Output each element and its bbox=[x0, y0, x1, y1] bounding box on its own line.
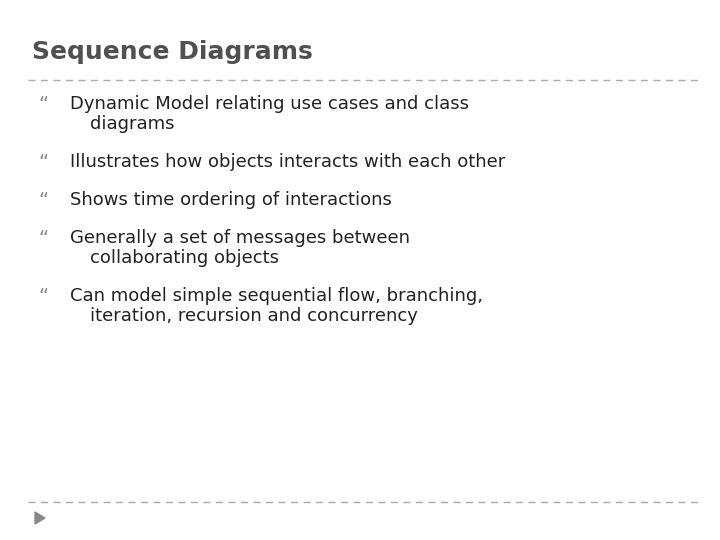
Text: Shows time ordering of interactions: Shows time ordering of interactions bbox=[70, 191, 392, 209]
Text: “: “ bbox=[38, 95, 48, 114]
Text: “: “ bbox=[38, 153, 48, 172]
Text: collaborating objects: collaborating objects bbox=[90, 249, 279, 267]
Text: “: “ bbox=[38, 191, 48, 210]
Text: diagrams: diagrams bbox=[90, 115, 174, 133]
Text: Illustrates how objects interacts with each other: Illustrates how objects interacts with e… bbox=[70, 153, 505, 171]
Text: Generally a set of messages between: Generally a set of messages between bbox=[70, 229, 410, 247]
Text: iteration, recursion and concurrency: iteration, recursion and concurrency bbox=[90, 307, 418, 325]
Text: “: “ bbox=[38, 229, 48, 248]
Text: Dynamic Model relating use cases and class: Dynamic Model relating use cases and cla… bbox=[70, 95, 469, 113]
Text: Sequence Diagrams: Sequence Diagrams bbox=[32, 40, 312, 64]
Text: “: “ bbox=[38, 287, 48, 306]
Polygon shape bbox=[35, 512, 45, 524]
Text: Can model simple sequential flow, branching,: Can model simple sequential flow, branch… bbox=[70, 287, 483, 305]
